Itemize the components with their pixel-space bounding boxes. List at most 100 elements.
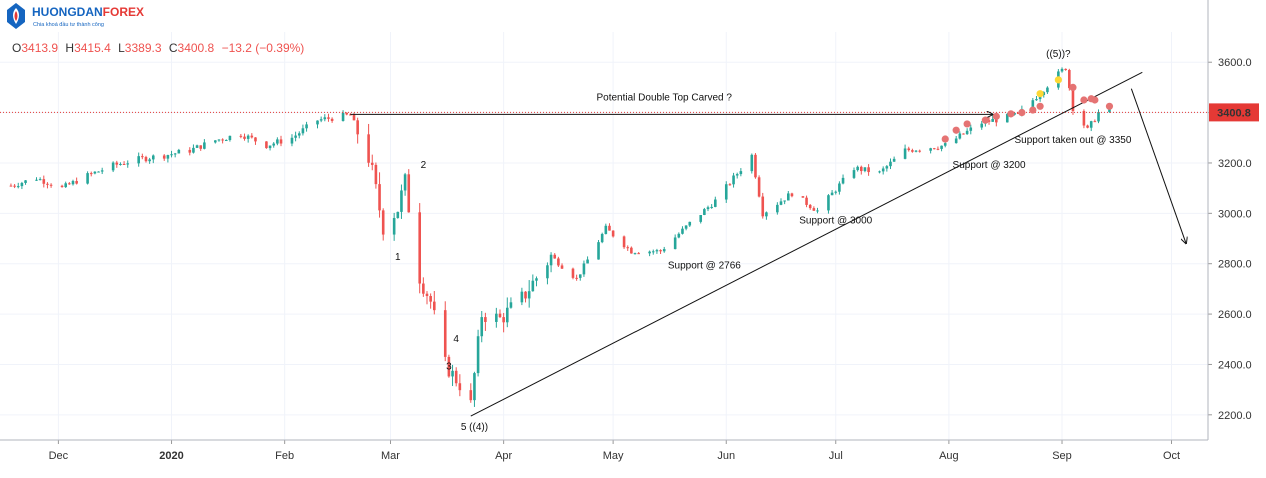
candle-up bbox=[1042, 92, 1046, 96]
x-tick-label: Feb bbox=[275, 450, 294, 462]
candle-down bbox=[757, 177, 761, 197]
candle-up bbox=[400, 190, 403, 212]
candle-up bbox=[958, 133, 962, 139]
y-tick-label: 3000.0 bbox=[1218, 208, 1252, 220]
candle-down bbox=[144, 157, 148, 162]
candle-up bbox=[272, 143, 276, 146]
candle-down bbox=[49, 184, 53, 186]
candle-up bbox=[35, 179, 38, 181]
candle-up bbox=[724, 184, 728, 200]
candle-down bbox=[626, 247, 630, 249]
candle-down bbox=[761, 196, 765, 217]
ohlc-open-value: 3413.9 bbox=[21, 41, 59, 55]
red-marker-dot bbox=[963, 120, 971, 128]
x-tick-label: 2020 bbox=[159, 450, 183, 462]
candle-down bbox=[374, 164, 378, 185]
candle-up bbox=[969, 127, 973, 131]
candle-up bbox=[662, 249, 666, 252]
y-tick-label: 2800.0 bbox=[1218, 259, 1252, 271]
wave-label: ((5))? bbox=[1046, 49, 1071, 60]
candle-up bbox=[294, 135, 297, 138]
candle-up bbox=[151, 155, 155, 160]
candle-up bbox=[940, 145, 943, 149]
candle-up bbox=[290, 137, 294, 144]
wave-label: 2 bbox=[421, 160, 427, 171]
candle-up bbox=[578, 274, 582, 278]
candle-down bbox=[571, 268, 575, 278]
chart-drawings: 1 2 3 4 5 ((4)) ((5))? Potential Double Top Ca… bbox=[0, 49, 1208, 433]
candle-up bbox=[16, 186, 20, 188]
candle-up bbox=[64, 183, 67, 188]
candle-up bbox=[856, 166, 859, 171]
candle-down bbox=[560, 265, 564, 269]
annotation-label: Support @ 3200 bbox=[953, 160, 1026, 171]
candle-down bbox=[122, 163, 126, 165]
candle-down bbox=[221, 139, 224, 141]
candle-up bbox=[1031, 100, 1035, 109]
candle-up bbox=[943, 143, 947, 146]
candle-down bbox=[330, 118, 334, 121]
candle-down bbox=[199, 145, 203, 149]
candle-up bbox=[841, 177, 845, 184]
candle-down bbox=[859, 166, 863, 172]
candle-up bbox=[119, 163, 122, 165]
price-axis[interactable]: 2200.0 2400.0 2600.0 2800.0 3000.0 3200.0 3400… bbox=[1207, 0, 1259, 440]
candle-down bbox=[422, 283, 425, 294]
projection-arrow[interactable] bbox=[1130, 88, 1186, 244]
x-tick-label: Sep bbox=[1052, 450, 1072, 462]
candle-up bbox=[505, 307, 509, 323]
red-marker-dot bbox=[952, 126, 960, 134]
candle-up bbox=[699, 214, 703, 222]
y-tick-label: 3200.0 bbox=[1218, 158, 1252, 170]
candle-up bbox=[863, 167, 867, 172]
candle-up bbox=[341, 112, 345, 121]
x-tick-label: Oct bbox=[1163, 450, 1180, 462]
red-marker-dot bbox=[1018, 108, 1026, 117]
red-marker-dot bbox=[941, 135, 949, 143]
candle-down bbox=[630, 247, 633, 254]
time-axis[interactable]: Dec 2020 Feb Mar Apr May Jun Jul Aug Sep Oct bbox=[0, 439, 1208, 462]
yellow-marker-dot bbox=[1036, 90, 1044, 98]
yellow-marker-dot bbox=[1054, 76, 1062, 84]
candle-down bbox=[378, 184, 381, 211]
trendline[interactable] bbox=[470, 71, 1143, 417]
candle-down bbox=[1086, 125, 1089, 128]
candle-up bbox=[787, 193, 790, 201]
candle-up bbox=[776, 204, 779, 213]
x-tick-label: May bbox=[603, 450, 624, 462]
x-tick-label: Jul bbox=[829, 450, 843, 462]
candle-up bbox=[473, 373, 476, 401]
candle-down bbox=[352, 114, 356, 121]
candle-up bbox=[20, 182, 24, 187]
candle-up bbox=[779, 201, 783, 205]
ohlc-high: H3415.4 bbox=[65, 41, 110, 55]
candle-up bbox=[655, 250, 659, 252]
x-tick-label: Jun bbox=[717, 450, 735, 462]
annotation-label: Support taken out @ 3350 bbox=[1015, 135, 1132, 146]
candle-up bbox=[633, 253, 637, 255]
candle-up bbox=[392, 217, 396, 235]
candle-up bbox=[137, 156, 140, 164]
candle-down bbox=[1071, 88, 1075, 111]
candle-up bbox=[217, 139, 221, 141]
candle-down bbox=[42, 179, 46, 184]
candle-up bbox=[714, 199, 717, 207]
candle-down bbox=[265, 141, 268, 149]
y-tick-label: 2400.0 bbox=[1218, 359, 1252, 371]
candle-up bbox=[396, 211, 400, 218]
candle-up bbox=[1013, 113, 1016, 115]
candle-up bbox=[451, 370, 454, 377]
candle-up bbox=[929, 148, 932, 151]
candle-down bbox=[553, 254, 557, 259]
wave-label: 1 bbox=[395, 252, 401, 263]
candle-up bbox=[549, 254, 553, 266]
candle-up bbox=[651, 251, 655, 253]
candle-down bbox=[68, 183, 71, 185]
candle-down bbox=[418, 212, 421, 284]
candle-up bbox=[305, 124, 308, 129]
candle-down bbox=[622, 236, 626, 248]
last-price-badge[interactable] bbox=[1209, 103, 1259, 122]
candle-up bbox=[677, 233, 681, 238]
candle-up bbox=[681, 228, 684, 234]
